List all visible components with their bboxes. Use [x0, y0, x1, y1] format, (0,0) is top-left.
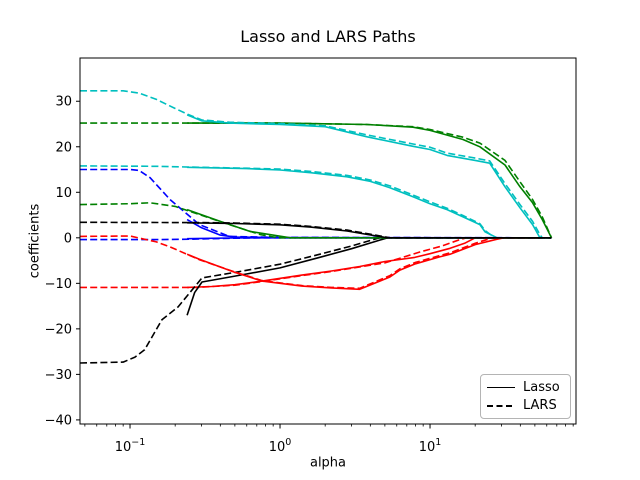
legend: Lasso LARS	[480, 374, 571, 419]
y-tick-label: 30	[55, 95, 72, 110]
feature-9-lars-line	[80, 221, 552, 239]
feature-5-lars-line	[80, 168, 552, 239]
feature-9-lasso-line	[187, 222, 552, 239]
chart-title: Lasso and LARS Paths	[240, 27, 416, 46]
y-tick-label: 0	[64, 231, 72, 246]
legend-item-lasso: Lasso	[487, 381, 564, 394]
y-tick-label: −40	[45, 413, 72, 428]
y-tick-label: −10	[45, 277, 72, 292]
feature-6-lasso-line	[186, 237, 552, 291]
x-axis-label: alpha	[309, 455, 347, 471]
feature-4-lasso-line	[186, 237, 552, 316]
feature-2-lasso-line	[187, 122, 553, 239]
y-tick-label: −20	[45, 322, 72, 337]
legend-item-lars: LARS	[487, 399, 564, 412]
dashed-line-icon	[487, 405, 515, 407]
y-tick-label: 20	[55, 140, 72, 155]
y-tick-label: 10	[55, 186, 72, 201]
feature-2-lars-line	[80, 122, 553, 239]
feature-8-lasso-line	[186, 114, 552, 239]
series-lines	[80, 90, 553, 364]
y-axis-label: coefficients	[27, 203, 43, 279]
legend-label-lasso: Lasso	[523, 379, 560, 395]
feature-3-lars-line	[80, 165, 552, 239]
feature-1-lasso-line	[187, 237, 552, 289]
legend-label-lars: LARS	[523, 398, 557, 414]
y-tick-label: −30	[45, 368, 72, 383]
feature-3-lasso-line	[187, 166, 552, 239]
solid-line-icon	[487, 386, 515, 388]
x-tick-label: 101	[419, 437, 442, 455]
axes-spines	[79, 57, 577, 425]
x-tick-label: 100	[269, 437, 292, 455]
feature-6-lars-line	[80, 235, 552, 290]
x-tick-label: 10−1	[115, 437, 146, 455]
feature-1-lars-line	[80, 237, 552, 289]
feature-7-lars-line	[80, 202, 552, 239]
feature-4-lars-line	[80, 237, 552, 364]
feature-8-lars-line	[80, 90, 552, 239]
